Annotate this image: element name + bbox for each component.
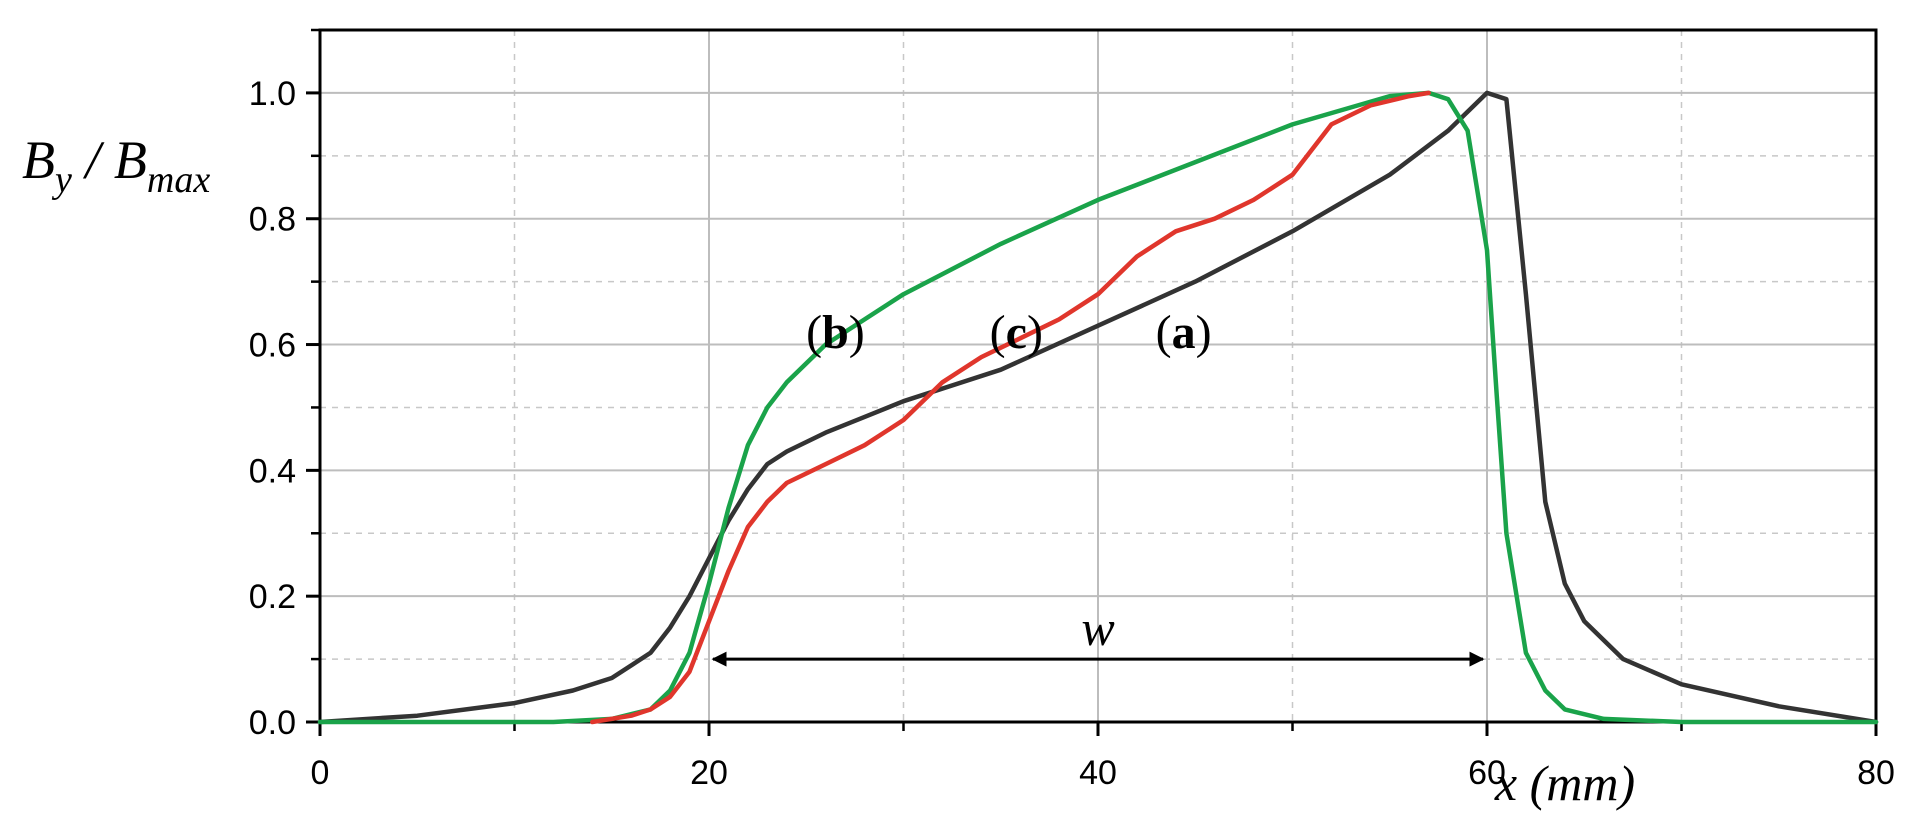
x-tick-label: 40 <box>1079 754 1117 792</box>
curve-label-c: (c) <box>990 306 1043 359</box>
x-axis-label: x (mm) <box>1494 755 1635 811</box>
series-line-b <box>317 90 1879 725</box>
y-tick-label: 1.0 <box>249 75 296 113</box>
series-line-c <box>590 90 1431 725</box>
x-tick-label: 0 <box>311 754 330 792</box>
x-tick-label: 80 <box>1857 754 1895 792</box>
y-tick-label: 0.6 <box>249 327 296 365</box>
annotations: (b) (c) (a) w <box>711 306 1485 667</box>
curve-label-b: (b) <box>806 306 865 359</box>
y-tick-label: 0.8 <box>249 201 296 239</box>
y-tick-label: 0.4 <box>249 452 296 490</box>
width-label: w <box>1081 600 1114 656</box>
axis-ticks: 0 20 40 60 80 0.0 0.2 0.4 0.6 0.8 1.0 <box>249 28 1895 792</box>
series-group <box>317 90 1879 725</box>
y-tick-label: 0.0 <box>249 704 296 742</box>
y-axis-label: By / Bmax <box>22 130 210 201</box>
series-line-a <box>317 90 1879 725</box>
curve-label-a: (a) <box>1156 306 1212 359</box>
x-tick-label: 20 <box>690 754 728 792</box>
x-tick-label: 60 <box>1468 754 1506 792</box>
axis-labels: x (mm) By / Bmax <box>22 130 1635 811</box>
y-tick-label: 0.2 <box>249 578 296 616</box>
